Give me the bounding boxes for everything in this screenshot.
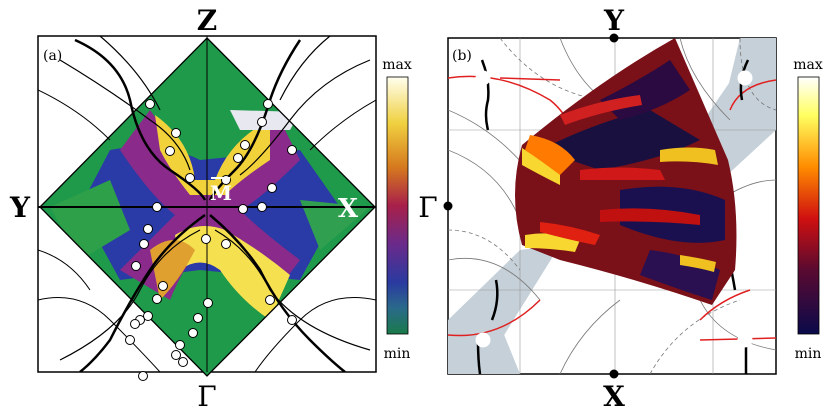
- panel-a-label-gamma: Γ: [197, 380, 216, 413]
- panel-b-tick-left: [443, 201, 453, 211]
- panel-a-colorbar-min: min: [384, 346, 411, 362]
- panel-a-label-y: Y: [9, 191, 31, 224]
- data-point: [145, 99, 155, 109]
- panel-b-colorbar-max: max: [793, 57, 823, 73]
- panel-a-data-points: [125, 99, 297, 381]
- data-point: [240, 140, 250, 150]
- panel-b-tick-bottom: [609, 369, 619, 379]
- svg-text:M: M: [210, 181, 232, 205]
- panel-a-brillouin-zone: [39, 37, 376, 377]
- data-point: [257, 202, 267, 212]
- data-point: [287, 315, 297, 325]
- panel-a-colorbar: [386, 76, 409, 335]
- data-point: [185, 173, 195, 183]
- data-point: [267, 183, 277, 193]
- data-point: [130, 319, 140, 329]
- panel-b-colorbar: [797, 76, 820, 335]
- data-point: [238, 204, 248, 214]
- panel-a: (a) Z Y X Γ M max min: [9, 4, 412, 413]
- panel-b-intensity-fan: [515, 38, 737, 305]
- data-point: [143, 224, 153, 234]
- panel-b-tag: (b): [452, 48, 472, 64]
- data-point: [265, 295, 275, 305]
- data-point: [171, 128, 181, 138]
- panel-b-label-y: Y: [603, 4, 625, 37]
- panel-a-label-mbar: M: [210, 177, 232, 205]
- data-point: [188, 328, 198, 338]
- data-point: [125, 335, 135, 345]
- panel-a-label-z: Z: [197, 4, 217, 37]
- data-point: [158, 281, 168, 291]
- data-point: [263, 99, 273, 109]
- panel-a-label-x: X: [338, 194, 359, 224]
- data-point: [175, 340, 185, 350]
- data-point: [221, 239, 231, 249]
- data-point: [165, 146, 175, 156]
- data-point: [257, 117, 267, 127]
- data-point: [131, 261, 141, 271]
- panel-b-label-gamma: Γ: [418, 191, 437, 224]
- data-point: [233, 153, 243, 163]
- panel-a-tag: (a): [43, 48, 62, 64]
- panel-b-label-x: X: [603, 380, 625, 413]
- data-point: [152, 202, 162, 212]
- panel-a-fermi-contours: [38, 36, 376, 372]
- panel-b: (b) Y Γ X max min: [418, 4, 823, 413]
- data-point: [152, 294, 162, 304]
- data-point: [201, 234, 211, 244]
- data-point: [138, 371, 148, 381]
- data-point: [139, 239, 149, 249]
- data-point: [287, 145, 297, 155]
- panel-b-colorbar-min: min: [795, 346, 822, 362]
- panel-a-colorbar-max: max: [382, 57, 412, 73]
- data-point: [193, 313, 203, 323]
- data-point: [178, 357, 188, 367]
- panel-b-tick-top: [609, 33, 619, 43]
- data-point: [143, 311, 153, 321]
- data-point: [203, 298, 213, 308]
- data-point: [171, 350, 181, 360]
